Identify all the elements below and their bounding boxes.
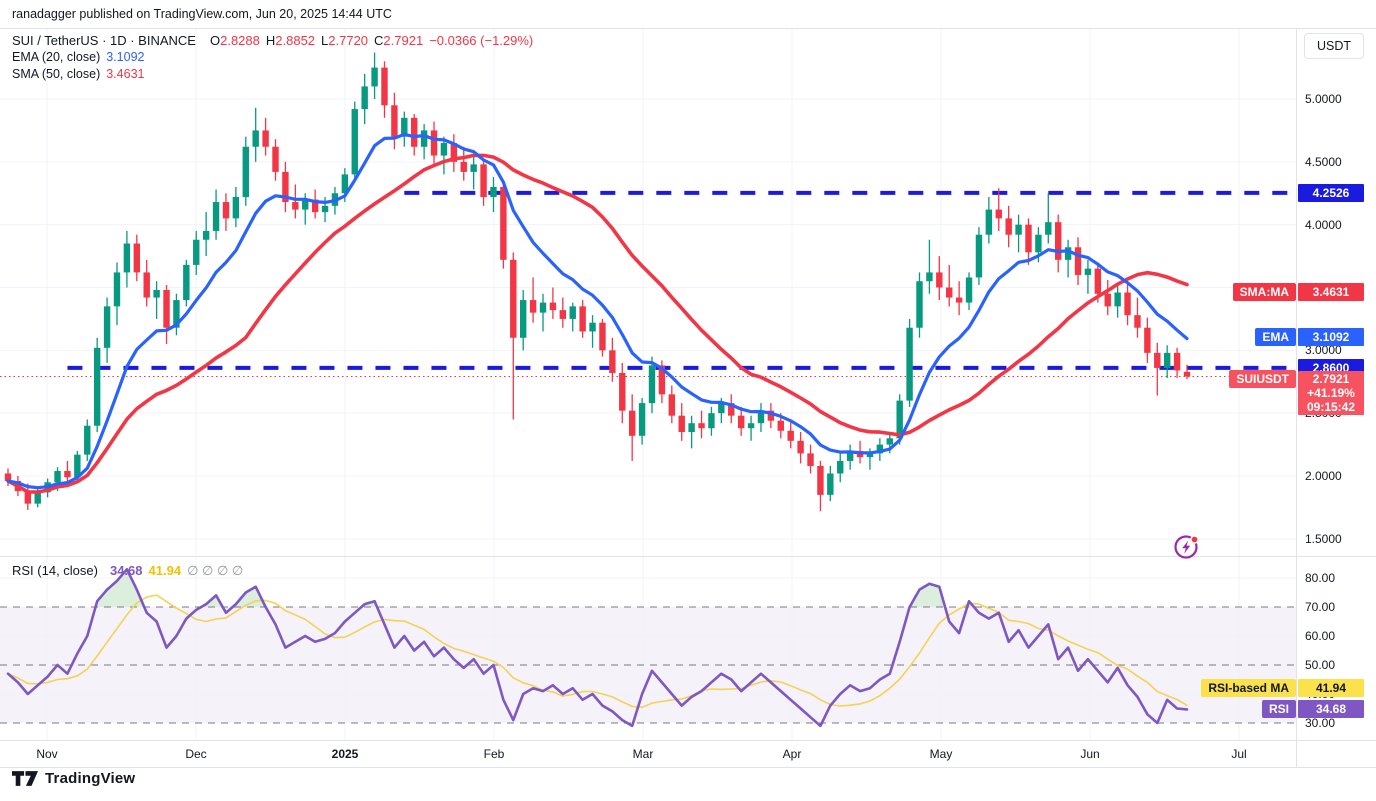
pane-divider[interactable] [0, 556, 1376, 557]
symbol-legend-row[interactable]: SUI / TetherUS · 1D · BINANCE O2.8288 H2.8… [12, 32, 533, 49]
sma-name-tag: SMA:MA [1232, 283, 1296, 302]
publish-header: ranadagger published on TradingView.com,… [0, 0, 1376, 28]
currency-toggle-button[interactable]: USDT [1304, 33, 1364, 59]
ohlc-c: C2.7921 [374, 33, 424, 48]
rsi-legend-value: 34.68 [109, 563, 143, 578]
rsi-line [6, 568, 1189, 728]
sma-legend-row[interactable]: SMA (50, close) 3.4631 [12, 66, 533, 83]
price-tick-3.0000: 3.0000 [1305, 343, 1342, 358]
symbol-title: SUI / TetherUS · 1D · BINANCE [12, 33, 196, 48]
candles [4, 52, 1191, 512]
price-scale-divider[interactable] [1296, 28, 1297, 767]
ohlc-values: O2.8288 H2.8852 L2.7720 C2.7921 [204, 33, 423, 48]
tradingview-logo-icon [12, 771, 38, 786]
rsi-ma-price-label: 41.94 [1298, 679, 1364, 698]
tradingview-logo[interactable]: TradingView [12, 770, 135, 787]
rsi-tick-60.00: 60.00 [1305, 629, 1336, 643]
price-tick-1.5000: 1.5000 [1305, 531, 1342, 546]
tradingview-logo-text: TradingView [45, 770, 136, 787]
ema-legend-row[interactable]: EMA (20, close) 3.1092 [12, 49, 533, 66]
time-label-May: May [929, 747, 953, 761]
lightning-events-icon[interactable] [1171, 531, 1203, 563]
sma-legend-label: SMA (50, close) [12, 67, 101, 81]
ema-name-tag: EMA [1255, 327, 1296, 346]
time-label-Mar: Mar [632, 747, 654, 761]
rsi-tick-70.00: 70.00 [1305, 600, 1336, 614]
ema-legend-label: EMA (20, close) [12, 50, 101, 64]
price-tick-2.0000: 2.0000 [1305, 469, 1342, 483]
ema-price-label: 3.1092 [1298, 327, 1364, 346]
time-axis-divider [0, 740, 1376, 741]
sma-price-label: 3.4631 [1298, 283, 1364, 302]
time-label-Jul: Jul [1231, 747, 1247, 761]
price-tick-4.5000: 4.5000 [1305, 154, 1342, 169]
rsi-price-label: 34.68 [1298, 700, 1364, 719]
rsi-tick-30.00: 30.00 [1305, 716, 1336, 730]
ohlc-l: L2.7720 [321, 33, 369, 48]
sma50-line [6, 153, 1189, 494]
rsi-legend-title: RSI (14, close) [12, 563, 98, 578]
rsi-hidden-bands: ∅ ∅ ∅ ∅ [187, 563, 244, 578]
time-label-Apr: Apr [782, 747, 802, 761]
level-price-label-4.2526: 4.2526 [1298, 183, 1364, 202]
rsi-ma-legend-value: 41.94 [148, 563, 182, 578]
price-chart-canvas[interactable] [0, 28, 1297, 556]
rsi-tick-50.00: 50.00 [1305, 658, 1336, 672]
header-divider [0, 28, 1376, 29]
rsi-legend[interactable]: RSI (14, close) 34.68 41.94 ∅ ∅ ∅ ∅ [12, 562, 243, 579]
ema20-line [6, 132, 1189, 490]
sma-legend-value: 3.4631 [106, 67, 145, 81]
symbol-price-label: 2.7921 +41.19% 09:15:42 [1298, 371, 1364, 416]
rsi-name-tag: RSI [1261, 700, 1296, 719]
time-label-Nov: Nov [36, 747, 58, 761]
time-label-Jun: Jun [1080, 747, 1100, 761]
ohlc-o: O2.8288 [209, 33, 260, 48]
ema-legend-value: 3.1092 [106, 50, 145, 64]
footer-divider [0, 767, 1376, 768]
rsi-ma-name-tag: RSI-based MA [1201, 679, 1296, 698]
rsi-based-ma-line [7, 594, 1188, 709]
price-tick-4.0000: 4.0000 [1305, 217, 1342, 232]
price-tick-5.0000: 5.0000 [1305, 92, 1342, 106]
time-label-2025: 2025 [331, 747, 359, 761]
time-label-Feb: Feb [483, 747, 505, 761]
rsi-tick-80.00: 80.00 [1305, 571, 1336, 585]
ohlc-h: H2.8852 [265, 33, 316, 48]
price-legend: SUI / TetherUS · 1D · BINANCE O2.8288 H2.8… [12, 32, 533, 83]
symbol-name-tag: SUIUSDT [1229, 370, 1296, 389]
time-label-Dec: Dec [185, 747, 207, 761]
rsi-chart-canvas[interactable] [0, 556, 1297, 740]
change-value: −0.0366 (−1.29%) [429, 33, 534, 48]
